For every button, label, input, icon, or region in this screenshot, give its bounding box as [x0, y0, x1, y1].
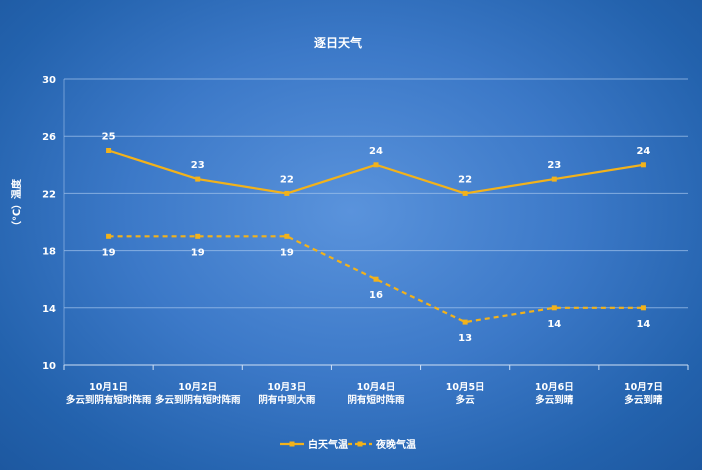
- data-point-marker: [284, 190, 290, 196]
- data-label: 16: [369, 290, 383, 301]
- x-tick-label-weather: 阴有短时阵雨: [347, 394, 405, 406]
- legend-label[interactable]: 白天气温: [308, 438, 348, 451]
- data-point-marker: [106, 233, 112, 239]
- data-point-marker: [462, 190, 468, 196]
- data-label: 24: [369, 146, 383, 157]
- legend[interactable]: 白天气温 夜晚气温: [280, 438, 416, 451]
- data-point-marker: [640, 162, 646, 168]
- data-point-marker: [462, 319, 468, 325]
- data-label: 22: [280, 174, 294, 185]
- x-tick-label-weather: 阴有中到大雨: [258, 394, 316, 406]
- data-point-marker: [551, 176, 557, 182]
- data-label: 19: [191, 247, 205, 258]
- x-tick-label-date: 10月7日: [624, 382, 663, 393]
- y-tick-label: 22: [42, 189, 56, 200]
- legend-label[interactable]: 夜晚气温: [375, 438, 416, 451]
- data-label: 23: [547, 160, 561, 171]
- data-label: 19: [280, 247, 294, 258]
- grid-lines: [63, 78, 688, 366]
- y-tick-label: 30: [42, 75, 56, 86]
- legend-marker: [357, 441, 363, 447]
- data-point-marker: [284, 233, 290, 239]
- data-point-marker: [373, 276, 379, 282]
- series-lines: [106, 148, 646, 325]
- data-label: 14: [636, 319, 650, 330]
- data-point-marker: [106, 148, 112, 153]
- data-point-marker: [195, 233, 201, 239]
- x-axis: 10月1日多云到阴有短时阵雨10月2日多云到阴有短时阵雨10月3日阴有中到大雨1…: [63, 365, 689, 406]
- x-tick-label-weather: 多云到晴: [535, 394, 574, 406]
- series-line-day: [108, 149, 644, 195]
- x-tick-label-weather: 多云到阴有短时阵雨: [66, 394, 152, 406]
- data-label: 23: [191, 160, 205, 171]
- x-tick-label-date: 10月2日: [178, 382, 217, 393]
- data-label: 14: [547, 319, 561, 330]
- y-tick-label: 10: [42, 361, 56, 372]
- y-axis-ticks: 10 14 18 22 26 30: [42, 75, 56, 372]
- data-point-marker: [373, 162, 379, 168]
- y-tick-label: 14: [42, 304, 56, 315]
- data-point-marker: [551, 305, 557, 311]
- x-tick-label-date: 10月6日: [535, 382, 574, 393]
- data-point-marker: [195, 176, 201, 182]
- y-tick-label: 18: [42, 247, 56, 258]
- data-label: 24: [636, 146, 650, 157]
- chart-title: 逐日天气: [314, 35, 362, 50]
- y-tick-label: 26: [42, 132, 56, 143]
- x-tick-label-weather: 多云到晴: [624, 394, 663, 406]
- data-label: 13: [458, 333, 472, 344]
- x-tick-label-weather: 多云到阴有短时阵雨: [155, 394, 241, 406]
- data-label: 22: [458, 174, 472, 185]
- x-tick-label-date: 10月5日: [446, 382, 485, 393]
- legend-marker: [289, 441, 295, 447]
- x-tick-label-date: 10月3日: [267, 382, 306, 393]
- x-tick-label-weather: 多云: [456, 394, 476, 406]
- y-axis-label: （℃）温度: [10, 178, 23, 231]
- x-tick-label-date: 10月4日: [357, 382, 396, 393]
- data-labels: 25 23 22 24 22 23 24 19 19 19 16 13 14 14: [102, 132, 651, 345]
- data-label: 25: [102, 132, 116, 143]
- x-tick-label-date: 10月1日: [89, 382, 128, 393]
- data-label: 19: [102, 247, 116, 258]
- data-point-marker: [640, 305, 646, 311]
